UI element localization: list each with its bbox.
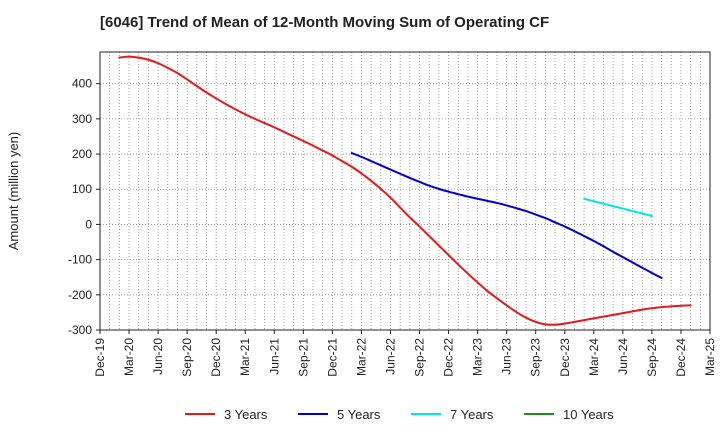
x-tick-label: Jun-23 <box>500 338 514 375</box>
legend-label-7-years: 7 Years <box>450 407 494 422</box>
x-axis-ticks: Dec-19 Mar-20 Jun-20 Sep-20 Dec-20 Mar-21 Jun-… <box>93 330 717 377</box>
legend-label-10-years: 10 Years <box>563 407 614 422</box>
chart-title: [6046] Trend of Mean of 12-Month Moving … <box>100 14 550 31</box>
x-tick-label: Dec-22 <box>442 338 456 377</box>
x-tick-label: Jun-22 <box>383 338 397 375</box>
x-tick-label: Mar-25 <box>703 338 717 376</box>
x-tick-label: Mar-23 <box>471 338 485 376</box>
x-tick-label: Sep-23 <box>529 338 543 377</box>
x-tick-label: Dec-21 <box>325 338 339 377</box>
y-tick-label: 200 <box>72 147 92 161</box>
series-lines <box>118 55 692 326</box>
x-tick-label: Mar-22 <box>354 338 368 376</box>
x-tick-label: Jun-24 <box>616 338 630 375</box>
y-axis-label: Amount (million yen) <box>6 132 21 251</box>
series-line-5-years <box>350 151 663 279</box>
y-tick-label: -200 <box>68 288 92 302</box>
y-tick-label: 100 <box>72 182 92 196</box>
series-line-7-years <box>583 197 653 217</box>
x-tick-label: Jun-20 <box>151 338 165 375</box>
y-tick-label: 300 <box>72 112 92 126</box>
grid <box>100 52 710 331</box>
x-tick-label: Mar-24 <box>587 338 601 376</box>
y-tick-label: -300 <box>68 323 92 337</box>
x-tick-label: Mar-20 <box>122 338 136 376</box>
x-tick-label: Dec-20 <box>209 338 223 377</box>
x-tick-label: Dec-24 <box>674 338 688 377</box>
legend-label-5-years: 5 Years <box>337 407 381 422</box>
y-axis-ticks: -300 -200 -100 0 100 200 300 400 <box>68 77 100 337</box>
series-line-3-years <box>118 55 692 326</box>
x-tick-label: Sep-22 <box>413 338 427 377</box>
x-tick-label: Jun-21 <box>267 338 281 375</box>
x-tick-label: Dec-23 <box>558 338 572 377</box>
x-tick-label: Dec-19 <box>93 338 107 377</box>
x-tick-label: Mar-21 <box>238 338 252 376</box>
x-tick-label: Sep-21 <box>296 338 310 377</box>
y-tick-label: 400 <box>72 77 92 91</box>
plot-area <box>99 51 711 331</box>
legend-label-3-years: 3 Years <box>224 407 268 422</box>
legend: 3 Years 5 Years 7 Years 10 Years <box>185 407 614 422</box>
y-tick-label: 0 <box>85 217 92 231</box>
x-tick-label: Sep-20 <box>180 338 194 377</box>
y-tick-label: -100 <box>68 253 92 267</box>
x-tick-label: Sep-24 <box>645 338 659 377</box>
